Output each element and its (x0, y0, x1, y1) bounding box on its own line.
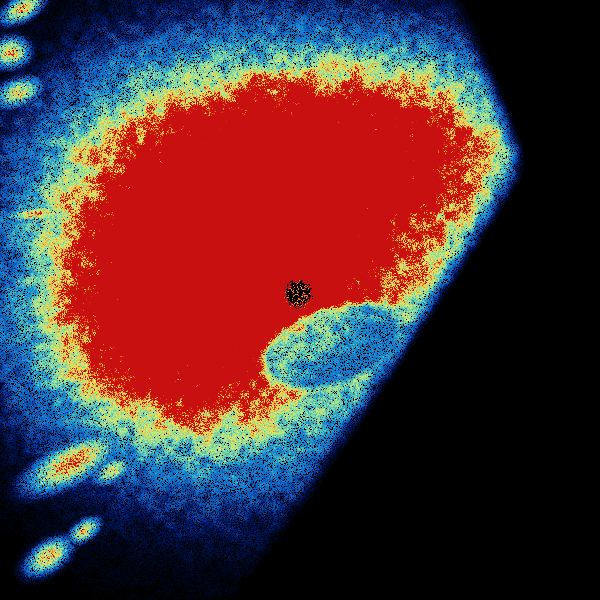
image-viewer[interactable]: X-ray false-color intensity map (0, 0, 600, 600)
sky-intensity-heatmap[interactable] (0, 0, 600, 600)
